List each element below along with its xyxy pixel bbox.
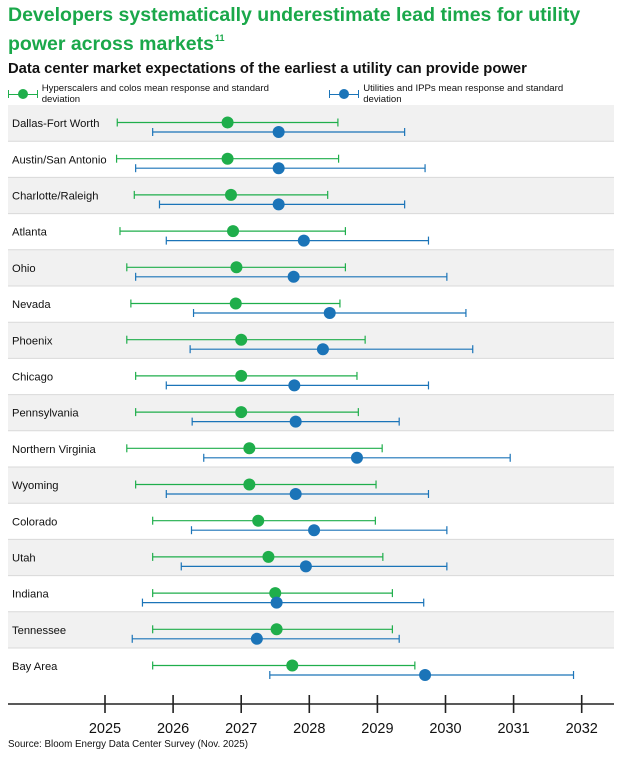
utilities-mean-point [316, 343, 329, 356]
market-label: Bay Area [12, 661, 58, 673]
chart-title-text: Developers systematically underestimate … [8, 4, 581, 55]
market-label: Pennsylvania [12, 408, 79, 420]
utilities-mean-point [419, 669, 432, 681]
title-footnote: 11 [214, 33, 225, 43]
hyperscalers-mean-point [286, 659, 299, 672]
utilities-mean-point [270, 596, 283, 609]
market-label: Indiana [12, 589, 49, 601]
utilities-mean-point [287, 270, 300, 283]
utilities-mean-point [299, 560, 312, 573]
utilities-mean-point [350, 451, 363, 464]
utilities-mean-point [297, 234, 310, 247]
market-label: Dallas-Fort Worth [12, 118, 99, 130]
utilities-mean-point [308, 524, 321, 537]
utilities-mean-point [272, 162, 285, 175]
x-tick-label: 2031 [497, 721, 529, 737]
hyperscalers-mean-point [235, 369, 248, 382]
market-label: Utah [12, 553, 36, 565]
legend-label-hyperscalers: Hyperscalers and colos mean response and… [41, 83, 269, 105]
hyperscalers-mean-point [269, 587, 282, 600]
source-note: Source: Bloom Energy Data Center Survey … [8, 739, 248, 750]
chart-subtitle: Data center market expectations of the e… [8, 61, 527, 77]
hyperscalers-mean-point [221, 152, 234, 165]
chart-title: Developers systematically underestimate … [8, 4, 608, 56]
market-label: Ohio [12, 263, 36, 275]
hyperscalers-mean-point [230, 261, 243, 274]
market-label: Chicago [12, 372, 53, 384]
hyperscalers-mean-point [235, 406, 248, 419]
utilities-mean-point [272, 126, 285, 138]
market-label: Wyoming [12, 480, 59, 492]
market-label: Tennessee [12, 625, 66, 637]
utilities-mean-point [289, 488, 302, 500]
x-tick-label: 2026 [157, 721, 189, 737]
market-label: Austin/San Antonio [12, 154, 107, 166]
utilities-mean-point [250, 632, 263, 645]
hyperscalers-mean-point [221, 116, 234, 129]
row-band [8, 611, 614, 648]
market-label: Phoenix [12, 335, 53, 347]
market-label: Charlotte/Raleigh [12, 191, 98, 203]
utilities-mean-point [289, 415, 302, 428]
utilities-mean-point [272, 198, 285, 211]
hyperscalers-mean-point [224, 188, 237, 201]
market-label: Atlanta [12, 227, 48, 239]
market-label: Colorado [12, 516, 57, 528]
legend-item-utilities: Utilities and IPPs mean response and sta… [329, 83, 602, 105]
utilities-mean-point [323, 307, 336, 319]
x-tick-label: 2032 [566, 721, 598, 737]
legend-item-hyperscalers: Hyperscalers and colos mean response and… [8, 83, 307, 105]
legend: Hyperscalers and colos mean response and… [8, 83, 624, 105]
hyperscalers-mean-point [262, 550, 275, 563]
x-tick-label: 2030 [429, 721, 461, 737]
x-tick-label: 2027 [225, 721, 257, 737]
market-label: Nevada [12, 299, 51, 311]
x-tick-label: 2025 [89, 721, 121, 737]
hyperscalers-mean-point [243, 442, 256, 455]
row-band [8, 177, 614, 214]
market-label: Northern Virginia [12, 444, 97, 456]
legend-label-utilities: Utilities and IPPs mean response and sta… [363, 83, 564, 105]
hyperscalers-mean-point [229, 297, 242, 310]
hyperscalers-mean-point [235, 333, 248, 346]
x-tick-label: 2029 [361, 721, 393, 737]
hyperscalers-mean-point [252, 514, 265, 527]
hyperscalers-mean-point [243, 478, 256, 491]
hyperscalers-mean-point [227, 225, 240, 238]
legend-marker-green [8, 89, 38, 99]
hyperscalers-mean-point [270, 623, 283, 636]
utilities-mean-point [288, 379, 301, 392]
x-tick-label: 2028 [293, 721, 325, 737]
legend-marker-blue [329, 89, 360, 99]
